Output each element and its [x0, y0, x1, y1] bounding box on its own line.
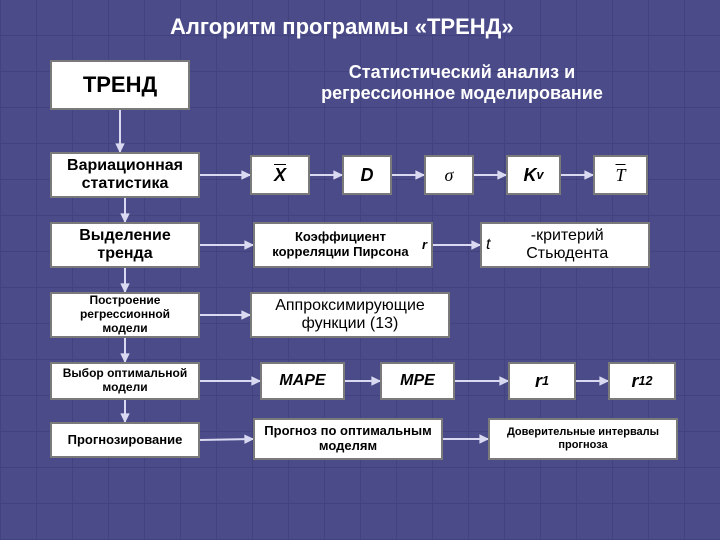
node-optsel: Выбор оптимальной модели — [50, 362, 200, 400]
node-var: Вариационная статистика — [50, 152, 200, 198]
node-r12: r12 — [608, 362, 676, 400]
node-tcrit: t-критерий Стьюдента — [480, 222, 650, 268]
node-pearson: Коэффициент корреляции Пирсона r — [253, 222, 433, 268]
node-mpe: MPE — [380, 362, 455, 400]
node-r1: r1 — [508, 362, 576, 400]
node-regbuild: Построение регрессионной модели — [50, 292, 200, 338]
node-Kv: Kv — [506, 155, 561, 195]
node-xbar: X — [250, 155, 310, 195]
node-trend: ТРЕНД — [50, 60, 190, 110]
page-subtitle: Статистический анализ и регрессионное мо… — [282, 62, 642, 104]
node-forecast: Прогнозирование — [50, 422, 200, 458]
node-D: D — [342, 155, 392, 195]
node-progopt: Прогноз по оптимальным моделям — [253, 418, 443, 460]
node-trendsel: Выделение тренда — [50, 222, 200, 268]
node-Tbar: T — [593, 155, 648, 195]
node-mape: MAPE — [260, 362, 345, 400]
node-approx: Аппроксимирующие функции (13) — [250, 292, 450, 338]
node-confint: Доверительные интервалы прогноза — [488, 418, 678, 460]
page-title: Алгоритм программы «ТРЕНД» — [170, 14, 514, 40]
node-sigma: σ — [424, 155, 474, 195]
